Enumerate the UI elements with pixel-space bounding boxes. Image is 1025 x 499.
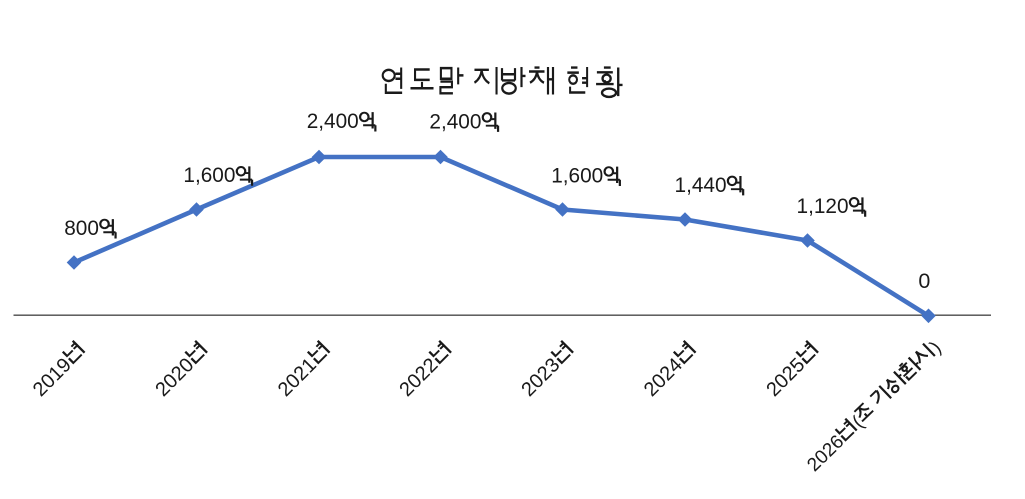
svg-text:1,440: 1,440 (675, 174, 727, 197)
svg-text:1,600: 1,600 (183, 164, 235, 187)
svg-text:1,120: 1,120 (797, 195, 849, 218)
svg-text:2,400: 2,400 (429, 110, 481, 133)
svg-text:0: 0 (918, 269, 930, 293)
svg-text:800: 800 (64, 217, 99, 240)
svg-text:2,400: 2,400 (307, 110, 359, 133)
svg-text:1,600: 1,600 (551, 164, 603, 187)
